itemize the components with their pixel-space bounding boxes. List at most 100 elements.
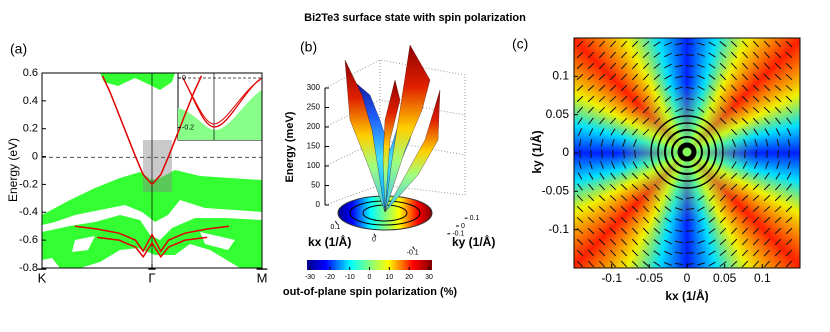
- spin-dash: [609, 117, 617, 125]
- spin-dash: [632, 161, 638, 169]
- spin-dash: [752, 216, 760, 224]
- spin-dash: [730, 73, 738, 81]
- spin-dash: [754, 139, 758, 147]
- y-tick-label: -0.8: [19, 262, 38, 274]
- x-tick-label: Γ: [148, 270, 155, 285]
- spin-dash: [620, 260, 628, 268]
- spin-dash: [774, 183, 782, 191]
- spin-dash: [697, 228, 705, 234]
- spin-dash: [730, 128, 738, 136]
- spin-dash: [719, 62, 727, 70]
- y-tick-label: 0.6: [23, 67, 38, 79]
- spin-dash: [620, 183, 628, 191]
- spin-dash: [587, 62, 595, 70]
- spin-dash: [609, 238, 617, 246]
- spin-dash: [730, 227, 738, 235]
- spin-dash: [785, 62, 793, 70]
- spin-dash: [577, 183, 583, 191]
- spin-dash: [785, 95, 793, 103]
- spin-dash: [578, 161, 582, 169]
- spin-dash: [664, 52, 672, 58]
- surface: [337, 44, 441, 231]
- spin-dash: [576, 84, 584, 92]
- spin-dash: [785, 227, 793, 235]
- spin-dash: [587, 73, 595, 81]
- y-tick-label: 0.2: [23, 123, 38, 135]
- spin-dash: [664, 239, 672, 245]
- panel-label: (b): [300, 39, 317, 55]
- spin-dash: [609, 216, 617, 224]
- spin-dash: [685, 230, 695, 232]
- x-tick: [373, 233, 377, 238]
- spin-dash: [642, 117, 650, 125]
- spin-dash: [786, 117, 792, 125]
- spin-dash: [674, 53, 684, 57]
- spin-dash: [763, 84, 771, 92]
- spin-dash: [631, 128, 639, 136]
- spin-dash: [733, 149, 735, 159]
- spin-dash: [576, 227, 584, 235]
- spin-dash: [752, 117, 760, 125]
- z-axis-label: Energy (meV): [284, 111, 296, 182]
- spin-dash: [763, 216, 771, 224]
- spin-dash: [785, 238, 793, 246]
- spin-dash: [577, 128, 583, 136]
- spin-dash: [763, 260, 771, 268]
- spin-dash: [599, 172, 605, 180]
- y-tick-label: -0.2: [19, 178, 38, 190]
- spin-dash: [642, 238, 650, 246]
- spin-dash: [598, 238, 606, 246]
- spin-dash: [675, 86, 683, 90]
- spin-dash: [730, 106, 738, 114]
- spin-dash: [776, 161, 780, 169]
- surface-state-line: [96, 236, 208, 259]
- spin-dash: [653, 73, 661, 81]
- spin-dash: [664, 250, 672, 256]
- spin-dash: [752, 227, 760, 235]
- spin-dash: [719, 261, 727, 267]
- spin-dash: [576, 194, 584, 202]
- spin-dash: [664, 85, 672, 91]
- colorbar-label: out-of-plane spin polarization (%): [283, 286, 457, 298]
- spin-dash: [675, 196, 683, 200]
- x-tick-label: -0.1: [407, 249, 419, 256]
- x-tick-label: -0.05: [636, 271, 664, 285]
- spin-dash: [643, 161, 649, 169]
- spin-dash: [741, 249, 749, 257]
- spin-dash: [774, 216, 782, 224]
- spin-dash: [741, 260, 749, 268]
- spin-dash: [741, 73, 749, 81]
- spin-dash: [730, 205, 738, 213]
- spin-dash: [587, 194, 595, 202]
- spin-dash: [664, 206, 672, 212]
- spin-dash: [752, 194, 760, 202]
- spin-dash: [685, 54, 695, 56]
- spin-dash: [675, 97, 683, 101]
- spin-dash: [764, 172, 770, 180]
- spin-dash: [653, 194, 661, 202]
- spin-dash: [719, 41, 727, 47]
- spin-dash: [685, 97, 695, 101]
- spin-dash: [755, 149, 757, 159]
- spin-dash: [653, 95, 661, 103]
- spin-dash: [664, 96, 672, 102]
- spin-dash: [653, 183, 661, 191]
- spin-dash: [576, 216, 584, 224]
- spin-dash: [620, 194, 628, 202]
- spin-dash: [763, 205, 771, 213]
- y-tick-label: 0: [32, 150, 38, 162]
- spin-dash: [598, 249, 606, 257]
- spin-dash: [697, 64, 705, 68]
- spin-dash: [752, 106, 760, 114]
- spin-dash: [708, 183, 716, 191]
- surface-state-line: [101, 75, 203, 186]
- spin-dash: [588, 117, 594, 125]
- spin-dash: [653, 250, 661, 256]
- spin-dash: [685, 252, 695, 254]
- spin-dash: [685, 241, 695, 243]
- spin-dash: [752, 249, 760, 257]
- spin-dash: [731, 139, 737, 147]
- spin-dash: [664, 63, 672, 69]
- spin-dash: [674, 240, 684, 244]
